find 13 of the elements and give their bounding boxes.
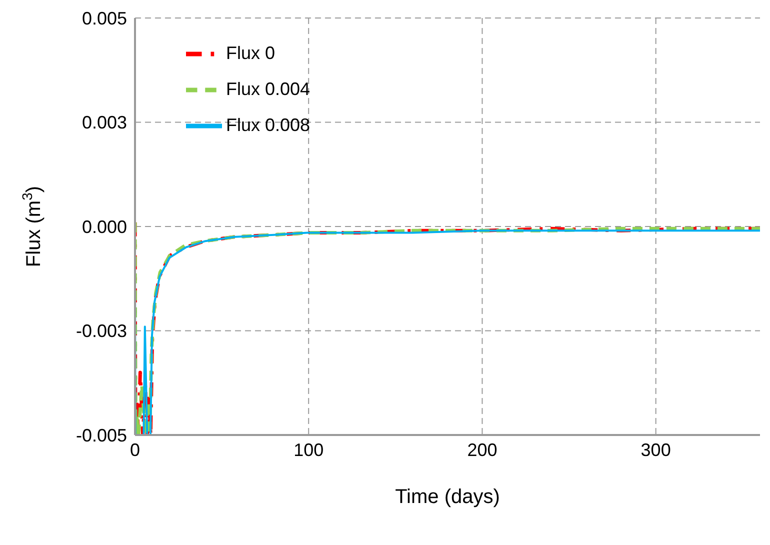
y-tick-label: 0.003	[82, 112, 127, 133]
y-tick-label: -0.003	[76, 321, 127, 342]
y-tick-label: -0.005	[76, 425, 127, 446]
legend-label: Flux 0.004	[226, 78, 310, 99]
y-tick-label: 0.000	[82, 216, 127, 237]
y-tick-label: 0.005	[82, 8, 127, 28]
x-tick-label: 100	[294, 440, 324, 460]
legend-label: Flux 0.008	[226, 114, 310, 135]
x-tick-label: 0	[130, 440, 140, 460]
x-tick-label: 300	[640, 440, 671, 460]
x-axis-title: Time (days)	[395, 486, 500, 508]
x-tick-label: 200	[467, 440, 498, 460]
legend-label: Flux 0	[226, 42, 276, 63]
